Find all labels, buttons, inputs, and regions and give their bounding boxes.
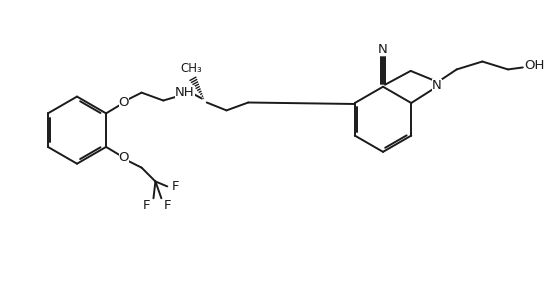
Text: F: F <box>164 199 171 212</box>
Text: O: O <box>119 96 129 109</box>
Text: F: F <box>143 199 150 212</box>
Text: N: N <box>432 79 442 92</box>
Text: O: O <box>119 151 129 164</box>
Text: OH: OH <box>524 59 544 72</box>
Text: CH₃: CH₃ <box>180 62 202 75</box>
Text: NH: NH <box>175 86 195 99</box>
Text: F: F <box>171 180 179 193</box>
Text: N: N <box>378 43 388 56</box>
